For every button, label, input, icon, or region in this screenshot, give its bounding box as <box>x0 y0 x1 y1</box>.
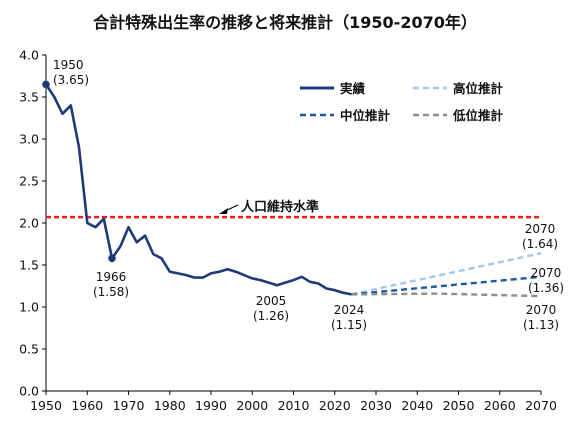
series-line-1 <box>351 252 542 296</box>
x-tick-label: 2060 <box>484 398 516 413</box>
y-tick-label: 3.5 <box>19 90 39 105</box>
annotation-value: (1.26) <box>253 309 289 323</box>
legend-label: 高位推計 <box>453 81 504 96</box>
x-tick-label: 2010 <box>278 398 310 413</box>
series-line-0 <box>44 83 352 296</box>
annotation-year: 2070 <box>525 222 556 236</box>
chart-title: 合計特殊出生率の推移と将来推計（1950-2070年） <box>93 13 477 32</box>
reference-label: 人口維持水準 <box>241 199 319 215</box>
x-tick-label: 2000 <box>236 398 268 413</box>
x-tick-label: 1970 <box>113 398 145 413</box>
y-tick-label: 0.5 <box>19 342 39 357</box>
annotation-year: 2070 <box>526 303 557 317</box>
x-tick-label: 2040 <box>401 398 433 413</box>
legend-label: 実績 <box>340 81 366 96</box>
y-axis: 0.0 0.5 1.0 1.5 2.0 2.5 3.0 3.5 4.0 <box>19 48 46 399</box>
legend-label: 中位推計 <box>340 108 391 123</box>
annotation-value: (1.58) <box>93 285 129 299</box>
replacement-level-reference: 人口維持水準 <box>46 199 541 219</box>
annotation-value: (1.15) <box>331 318 367 332</box>
series-layer <box>42 80 542 298</box>
annotation-year: 2005 <box>256 294 287 308</box>
y-tick-label: 0.0 <box>19 384 39 399</box>
annotation-year: 1950 <box>53 58 84 72</box>
x-tick-label: 1980 <box>154 398 186 413</box>
y-tick-label: 1.0 <box>19 300 39 315</box>
x-axis: 1950 1960 1970 1980 1990 2000 2010 2020 2030 2040… <box>30 391 557 413</box>
annotation-value: (1.13) <box>523 318 559 332</box>
annotation-year: 2070 <box>531 266 562 280</box>
y-tick-label: 2.0 <box>19 216 39 231</box>
annotation-year: 2024 <box>334 303 365 317</box>
annotation-year: 1966 <box>96 270 127 284</box>
annotation-value: (3.65) <box>53 73 89 87</box>
x-tick-label: 2050 <box>443 398 475 413</box>
axis-lines <box>45 55 541 392</box>
x-tick-label: 2070 <box>525 398 557 413</box>
x-tick-label: 1960 <box>71 398 103 413</box>
y-tick-label: 2.5 <box>19 174 39 189</box>
highlight-point <box>108 254 116 263</box>
x-tick-label: 1990 <box>195 398 227 413</box>
highlight-point <box>42 80 50 89</box>
legend-label: 低位推計 <box>452 108 504 123</box>
series-line-2 <box>351 275 542 296</box>
x-tick-label: 1950 <box>30 398 62 413</box>
y-tick-label: 4.0 <box>19 48 39 63</box>
annotation-value: (1.64) <box>522 237 558 251</box>
reference-pointer-head <box>219 208 228 214</box>
annotation-value: (1.36) <box>528 281 564 295</box>
y-tick-label: 3.0 <box>19 132 39 147</box>
series-line-3 <box>351 292 542 298</box>
annotations: 1950(3.65) 1966(1.58) 2005(1.26) 2024(1.15)… <box>53 58 564 332</box>
x-tick-label: 2020 <box>319 398 351 413</box>
y-tick-label: 1.5 <box>19 258 39 273</box>
x-tick-label: 2030 <box>360 398 392 413</box>
